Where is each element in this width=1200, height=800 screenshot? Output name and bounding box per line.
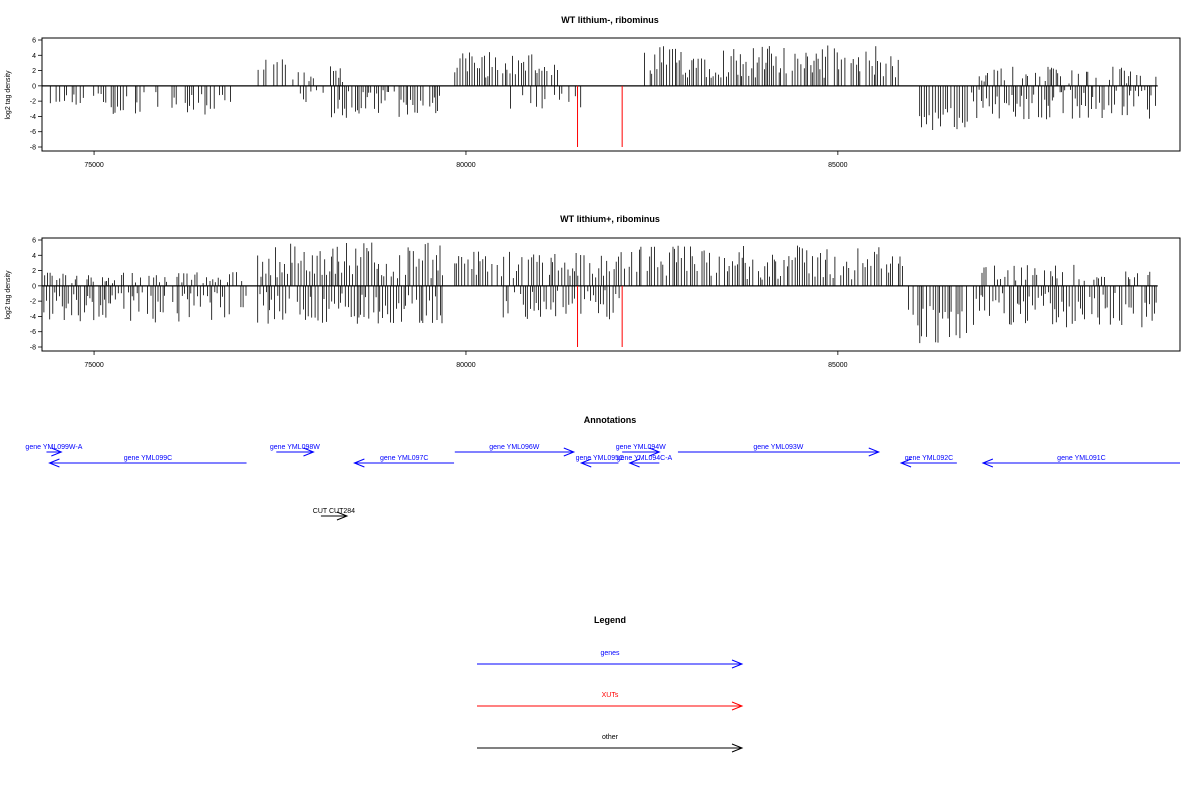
y-tick-label: 2 — [32, 268, 36, 275]
feature-label: gene YML096W — [489, 444, 539, 451]
feature-label: gene YML092C — [905, 455, 954, 462]
y-tick-label: 0 — [32, 83, 36, 90]
feature-label: gene YML099C — [124, 455, 173, 462]
y-tick-label: -4 — [30, 114, 36, 121]
feature-arrowhead — [579, 458, 592, 468]
y-tick-label: 6 — [32, 238, 36, 245]
y-tick-label: 4 — [32, 253, 36, 260]
annotation-feature: gene YML091C — [981, 455, 1180, 468]
feature-arrowhead — [303, 447, 315, 457]
feature-arrowhead — [899, 458, 912, 468]
x-axis: 75000 80000 85000 — [84, 351, 848, 369]
y-tick-label: -2 — [30, 99, 36, 106]
annotation-feature: gene YML098W — [270, 444, 320, 457]
legend-arrowhead — [731, 659, 744, 669]
x-tick-label: 75000 — [84, 162, 104, 169]
annotation-feature: gene YML092C — [899, 455, 957, 468]
feature-arrowhead — [48, 458, 60, 468]
feature-label: gene YML099W-A — [25, 444, 82, 451]
bars — [41, 242, 1158, 347]
annotation-feature: gene YML099W-A — [25, 444, 83, 457]
legend-entries: genes XUTs other — [477, 650, 744, 753]
annotation-feature: gene YML096W — [454, 444, 576, 457]
x-tick-label: 75000 — [84, 362, 104, 369]
feature-arrowhead — [628, 458, 640, 468]
y-tick-label: 2 — [32, 68, 36, 75]
y-axis: 6 4 2 0 -2 -4 -6 -8 — [30, 38, 42, 152]
annotation-feature: gene YML094W — [616, 444, 666, 457]
feature-list: gene YML099W-A gene YML099C gene YML098W ge… — [25, 444, 1180, 521]
annotations-title: Annotations — [584, 415, 637, 425]
y-tick-label: -2 — [30, 299, 36, 306]
y-tick-label: 0 — [32, 283, 36, 290]
feature-arrowhead — [336, 511, 349, 521]
x-tick-label: 80000 — [456, 162, 476, 169]
y-axis-label: log2 tag density — [5, 70, 12, 120]
legend: Legend genes XUTs other — [477, 615, 744, 753]
x-tick-label: 80000 — [456, 362, 476, 369]
panel-lithium-minus: WT lithium-, ribominus log2 tag density … — [5, 15, 1181, 169]
annotation-feature: gene YML094C-A — [617, 455, 673, 468]
feature-arrowhead — [353, 458, 365, 468]
feature-arrowhead — [649, 447, 661, 457]
panel-lithium-plus: WT lithium+, ribominus log2 tag density … — [5, 214, 1181, 369]
plot-frame — [41, 37, 1181, 152]
y-axis-label: log2 tag density — [5, 270, 12, 320]
feature-label: CUT CUT284 — [313, 508, 355, 515]
legend-entry: other — [477, 734, 744, 753]
feature-arrowhead — [981, 458, 994, 468]
x-tick-label: 85000 — [828, 162, 848, 169]
annotation-feature: gene YML093W — [677, 444, 881, 457]
y-tick-label: -8 — [30, 145, 36, 152]
legend-entry: XUTs — [477, 692, 744, 711]
y-tick-label: 4 — [32, 53, 36, 60]
bars — [42, 45, 1158, 147]
feature-label: gene YML094C-A — [617, 455, 673, 462]
feature-label: gene YML095C — [576, 455, 625, 462]
feature-arrowhead — [868, 447, 881, 457]
feature-label: gene YML091C — [1057, 455, 1106, 462]
feature-arrowhead — [563, 447, 576, 457]
y-tick-label: -4 — [30, 314, 36, 321]
legend-entry: genes — [477, 650, 744, 669]
legend-label: genes — [600, 650, 620, 657]
panel-title: WT lithium-, ribominus — [561, 15, 659, 25]
legend-arrowhead — [731, 701, 744, 711]
legend-arrowhead — [731, 743, 744, 753]
panel-title: WT lithium+, ribominus — [560, 214, 660, 224]
y-tick-label: -6 — [30, 329, 36, 336]
annotation-feature: gene YML099C — [48, 455, 247, 468]
legend-title: Legend — [594, 615, 626, 625]
feature-label: gene YML093W — [753, 444, 803, 451]
y-tick-label: -8 — [30, 345, 36, 352]
x-tick-label: 85000 — [828, 362, 848, 369]
feature-label: gene YML097C — [380, 455, 429, 462]
legend-label: XUTs — [602, 692, 619, 699]
x-axis: 75000 80000 85000 — [84, 151, 848, 169]
feature-label: gene YML098W — [270, 444, 320, 451]
annotation-feature: gene YML097C — [353, 455, 455, 468]
y-axis: 6 4 2 0 -2 -4 -6 -8 — [30, 238, 42, 352]
annotation-feature: CUT CUT284 — [313, 508, 355, 521]
legend-label: other — [602, 734, 619, 741]
annotation-feature: gene YML095C — [576, 455, 625, 468]
feature-arrowhead — [51, 447, 63, 457]
y-tick-label: 6 — [32, 38, 36, 45]
feature-label: gene YML094W — [616, 444, 666, 451]
y-tick-label: -6 — [30, 129, 36, 136]
